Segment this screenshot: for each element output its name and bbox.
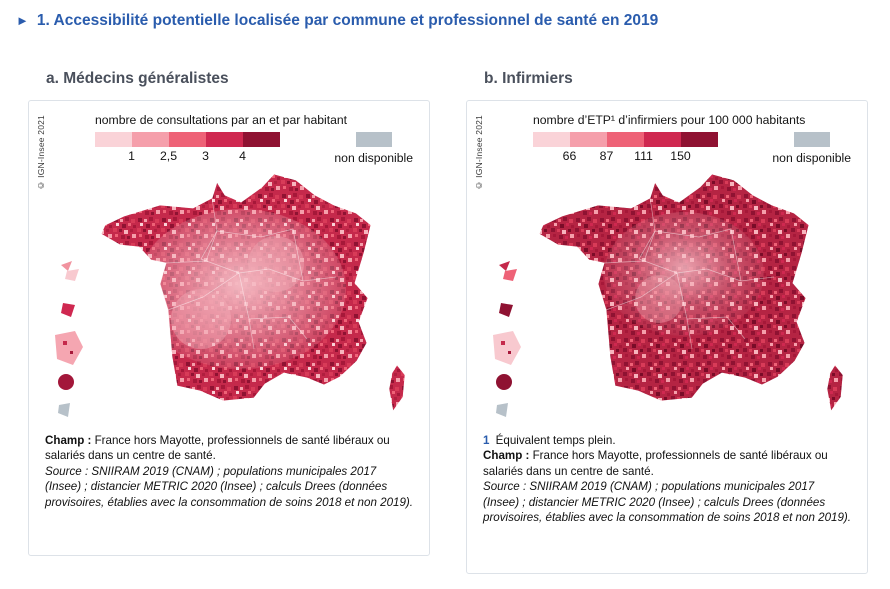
panel-a-title: a. Médecins généralistes (46, 70, 229, 87)
color-ramp-block: 1 2,5 3 4 (95, 132, 280, 163)
corsica-shape (388, 364, 406, 412)
panel-b-box: © IGN-Insee 2021 nombre d’ETP¹ d’infirmi… (466, 100, 868, 574)
figure-title: 1. Accessibilité potentielle localisée p… (36, 12, 659, 29)
na-swatch (793, 132, 830, 147)
legend-tick-label: 2,5 (159, 149, 178, 163)
overseas-insets (493, 261, 521, 417)
legend-tick-label: 111 (634, 149, 653, 163)
color-ramp (533, 132, 718, 147)
legend-tick-label: 66 (562, 149, 577, 163)
color-ramp-block: 66 87 111 150 (533, 132, 718, 163)
legend-infirmiers: nombre d’ETP¹ d’infirmiers pour 100 000 … (533, 113, 855, 165)
figure-header: ► 1. Accessibilité potentielle localisée… (16, 12, 658, 30)
ramp-ticks: 66 87 111 150 (533, 149, 718, 163)
legend-tick-label: 4 (239, 149, 246, 163)
panel-b-notes: 1 Équivalent temps plein. Champ : France… (483, 433, 853, 525)
legend-class-swatch (607, 132, 644, 147)
legend-class-swatch (570, 132, 607, 147)
copyright-note: © IGN-Insee 2021 (36, 115, 46, 191)
legend-tick-label: 150 (670, 149, 691, 163)
panel-a-box: © IGN-Insee 2021 nombre de consultations… (28, 100, 430, 556)
na-swatch (355, 132, 392, 147)
na-label: non disponible (334, 151, 413, 165)
source-note: Source : SNIIRAM 2019 (CNAM) ; populatio… (45, 464, 413, 509)
map-france-medecins (55, 173, 406, 417)
legend-class-swatch (206, 132, 243, 147)
legend-tick-label: 1 (128, 149, 135, 163)
legend-class-swatch (644, 132, 681, 147)
legend-class-swatch (132, 132, 169, 147)
champ-note: Champ : France hors Mayotte, professionn… (483, 449, 828, 478)
ramp-ticks: 1 2,5 3 4 (95, 149, 280, 163)
na-legend: non disponible (772, 132, 851, 165)
pale-center-overlay (604, 212, 764, 336)
champ-note: Champ : France hors Mayotte, professionn… (45, 434, 390, 463)
legend-class-swatch (243, 132, 280, 147)
legend-b-title: nombre d’ETP¹ d’infirmiers pour 100 000 … (533, 113, 806, 127)
legend-class-swatch (533, 132, 570, 147)
color-ramp (95, 132, 280, 147)
copyright-note: © IGN-Insee 2021 (474, 115, 484, 191)
legend-a-row: 1 2,5 3 4 non disponible (95, 132, 417, 165)
etp-footnote: 1 Équivalent temps plein. (483, 434, 616, 447)
overseas-insets (55, 261, 83, 417)
panel-medecins-generalistes: a. Médecins généralistes © IGN-Insee 202… (28, 70, 430, 556)
legend-tick-label: 87 (599, 149, 614, 163)
region-borders (603, 197, 775, 350)
na-label: non disponible (772, 151, 851, 165)
panel-a-notes: Champ : France hors Mayotte, professionn… (45, 433, 415, 510)
region-borders (165, 197, 337, 350)
na-legend: non disponible (334, 132, 413, 165)
source-note: Source : SNIIRAM 2019 (CNAM) ; populatio… (483, 480, 851, 525)
legend-medecins: nombre de consultations par an et par ha… (95, 113, 417, 165)
map-france-infirmiers (493, 173, 844, 417)
legend-tick-label: 3 (202, 149, 209, 163)
legend-b-row: 66 87 111 150 non disponible (533, 132, 855, 165)
panel-b-title: b. Infirmiers (484, 70, 573, 87)
pale-center-overlay (136, 209, 346, 369)
panel-infirmiers: b. Infirmiers © IGN-Insee 2021 nombre d’… (466, 70, 868, 574)
legend-class-swatch (169, 132, 206, 147)
triangle-marker-icon: ► (16, 13, 29, 28)
legend-class-swatch (681, 132, 718, 147)
legend-a-title: nombre de consultations par an et par ha… (95, 113, 348, 127)
legend-class-swatch (95, 132, 132, 147)
corsica-shape (826, 364, 844, 412)
